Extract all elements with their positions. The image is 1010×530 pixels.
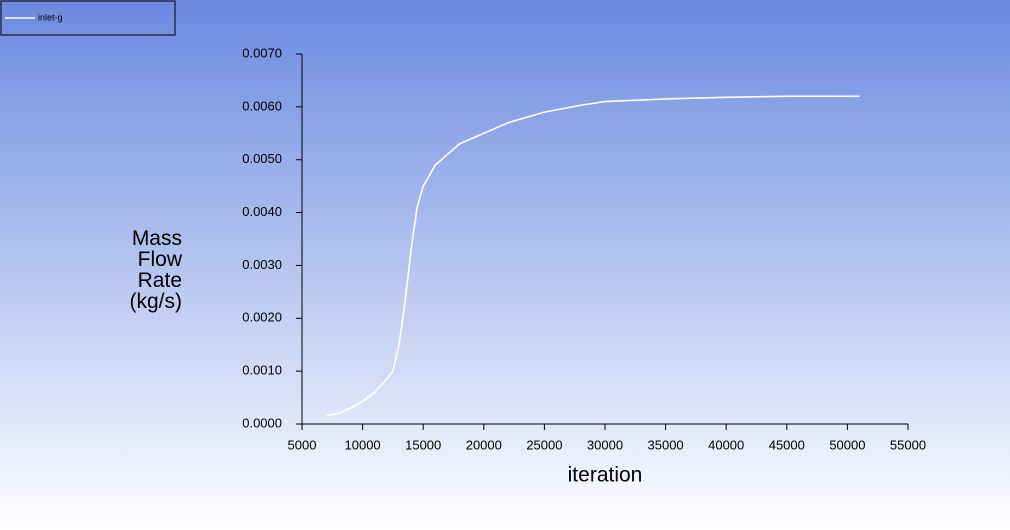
y-axis-label: Mass Flow Rate (kg/s) <box>129 227 183 313</box>
y-tick-label: 0.0020 <box>242 310 282 325</box>
y-tick-label: 0.0000 <box>242 415 282 430</box>
data-line <box>326 95 860 417</box>
x-axis-label: iteration <box>568 464 643 487</box>
y-tick-label: 0.0040 <box>242 204 282 219</box>
x-tick-label: 50000 <box>829 437 865 452</box>
x-tick-label: 35000 <box>648 437 684 452</box>
y-tick-label: 0.0050 <box>242 151 282 166</box>
y-tick-label: 0.0070 <box>242 45 282 60</box>
x-tick-label: 40000 <box>708 437 744 452</box>
legend-box <box>0 0 176 36</box>
y-tick-label: 0.0030 <box>242 257 282 272</box>
x-tick-label: 45000 <box>769 437 805 452</box>
legend-label: inlet-g <box>38 12 63 22</box>
x-tick-label: 55000 <box>890 437 926 452</box>
y-tick-label: 0.0010 <box>242 363 282 378</box>
y-tick-label: 0.0060 <box>242 98 282 113</box>
x-tick-label: 10000 <box>345 437 381 452</box>
x-tick-label: 30000 <box>587 437 623 452</box>
x-tick-label: 5000 <box>288 437 317 452</box>
x-tick-label: 15000 <box>405 437 441 452</box>
x-tick-label: 20000 <box>466 437 502 452</box>
x-tick-label: 25000 <box>526 437 562 452</box>
